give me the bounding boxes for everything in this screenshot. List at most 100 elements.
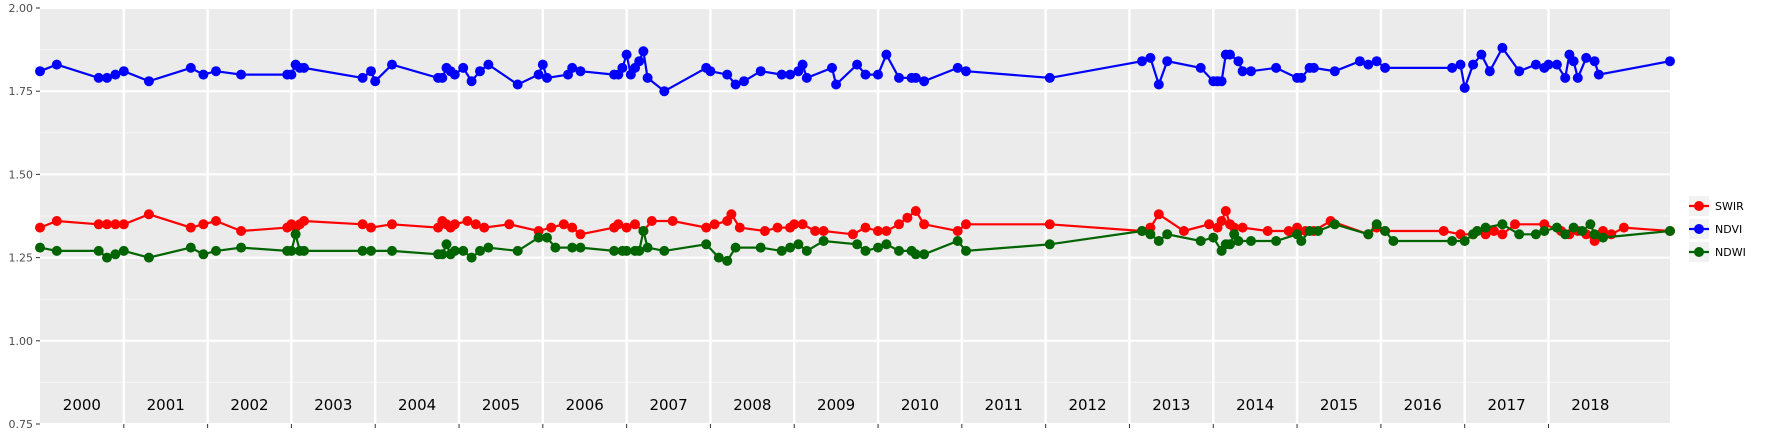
data-point bbox=[512, 245, 523, 256]
legend-item-ndvi: NDVI bbox=[1689, 219, 1742, 239]
data-point bbox=[789, 219, 800, 230]
data-point bbox=[1581, 52, 1592, 63]
data-point bbox=[1208, 232, 1219, 243]
data-point bbox=[470, 219, 481, 230]
data-point bbox=[621, 245, 632, 256]
data-point bbox=[617, 62, 628, 73]
data-point bbox=[1296, 236, 1307, 246]
data-point bbox=[1447, 62, 1458, 73]
data-point bbox=[722, 69, 733, 80]
data-point bbox=[646, 216, 657, 226]
data-point bbox=[1162, 56, 1173, 67]
data-point bbox=[642, 242, 653, 253]
data-point bbox=[797, 59, 808, 70]
data-point bbox=[1514, 229, 1525, 240]
data-point bbox=[366, 66, 376, 77]
data-point bbox=[919, 219, 930, 230]
data-point bbox=[1530, 59, 1541, 70]
data-point bbox=[881, 239, 892, 250]
data-point bbox=[479, 222, 490, 233]
data-point bbox=[630, 219, 640, 230]
data-point bbox=[550, 242, 561, 253]
data-point bbox=[458, 62, 469, 73]
data-point bbox=[659, 245, 670, 256]
data-point bbox=[831, 79, 842, 90]
y-tick-label: 1.75 bbox=[9, 85, 34, 98]
data-point bbox=[730, 242, 741, 253]
data-point bbox=[797, 219, 808, 230]
data-point bbox=[730, 79, 741, 90]
data-point bbox=[1225, 239, 1235, 250]
data-point bbox=[1296, 72, 1307, 83]
data-point bbox=[776, 245, 787, 256]
data-point bbox=[1237, 222, 1248, 233]
data-point bbox=[185, 222, 196, 233]
data-point bbox=[1468, 59, 1479, 70]
data-point bbox=[1283, 226, 1294, 236]
data-point bbox=[387, 59, 397, 70]
data-point bbox=[1380, 226, 1391, 236]
data-point bbox=[818, 236, 829, 246]
data-point bbox=[51, 216, 62, 226]
grid-lines bbox=[40, 7, 1670, 425]
series-layer bbox=[35, 42, 1675, 266]
year-label: 2011 bbox=[985, 396, 1023, 414]
data-point bbox=[533, 232, 544, 243]
data-point bbox=[952, 226, 963, 236]
data-point bbox=[357, 72, 368, 83]
data-point bbox=[575, 242, 586, 253]
year-label: 2012 bbox=[1068, 396, 1106, 414]
data-point bbox=[701, 222, 712, 233]
data-point bbox=[102, 219, 112, 230]
year-label: 2018 bbox=[1571, 396, 1609, 414]
data-point bbox=[801, 245, 812, 256]
data-point bbox=[739, 76, 749, 87]
data-point bbox=[961, 219, 971, 230]
data-point bbox=[1472, 226, 1483, 236]
data-point bbox=[659, 86, 670, 97]
data-point bbox=[504, 219, 515, 230]
year-label: 2014 bbox=[1236, 396, 1274, 414]
data-point bbox=[475, 245, 485, 256]
year-labels: 2000 2001 2002 2003 2004 2005 2006 2007 2008 2009… bbox=[63, 396, 1610, 414]
legend: SWIR NDVI NDWI bbox=[1689, 196, 1746, 262]
data-point bbox=[236, 226, 247, 236]
data-point bbox=[102, 72, 112, 83]
data-point bbox=[1271, 236, 1282, 246]
year-label: 2008 bbox=[733, 396, 771, 414]
data-point bbox=[118, 219, 129, 230]
data-point bbox=[542, 72, 552, 83]
data-point bbox=[1459, 82, 1470, 93]
data-point bbox=[1137, 226, 1147, 236]
data-point bbox=[902, 212, 913, 223]
y-tick-label: 2.00 bbox=[9, 2, 34, 15]
data-point bbox=[722, 255, 733, 266]
data-point bbox=[1313, 226, 1323, 236]
data-point bbox=[1484, 66, 1495, 77]
data-point bbox=[236, 242, 247, 253]
data-point bbox=[726, 209, 737, 220]
data-point bbox=[299, 62, 309, 73]
data-point bbox=[437, 72, 448, 83]
data-point bbox=[1044, 219, 1055, 230]
data-point bbox=[1560, 72, 1571, 83]
data-point bbox=[1304, 226, 1315, 236]
data-point bbox=[734, 222, 745, 233]
year-label: 2001 bbox=[147, 396, 185, 414]
data-point bbox=[1044, 239, 1055, 250]
legend-key-point bbox=[1694, 247, 1704, 257]
year-label: 2000 bbox=[63, 396, 101, 414]
data-point bbox=[1514, 66, 1525, 77]
data-point bbox=[1246, 236, 1256, 246]
data-point bbox=[466, 76, 477, 87]
data-point bbox=[1593, 69, 1604, 80]
data-point bbox=[462, 216, 473, 226]
data-point bbox=[709, 219, 720, 230]
data-point bbox=[894, 245, 904, 256]
data-point bbox=[1459, 236, 1470, 246]
year-label: 2016 bbox=[1404, 396, 1442, 414]
data-point bbox=[35, 242, 45, 253]
data-point bbox=[542, 232, 552, 243]
